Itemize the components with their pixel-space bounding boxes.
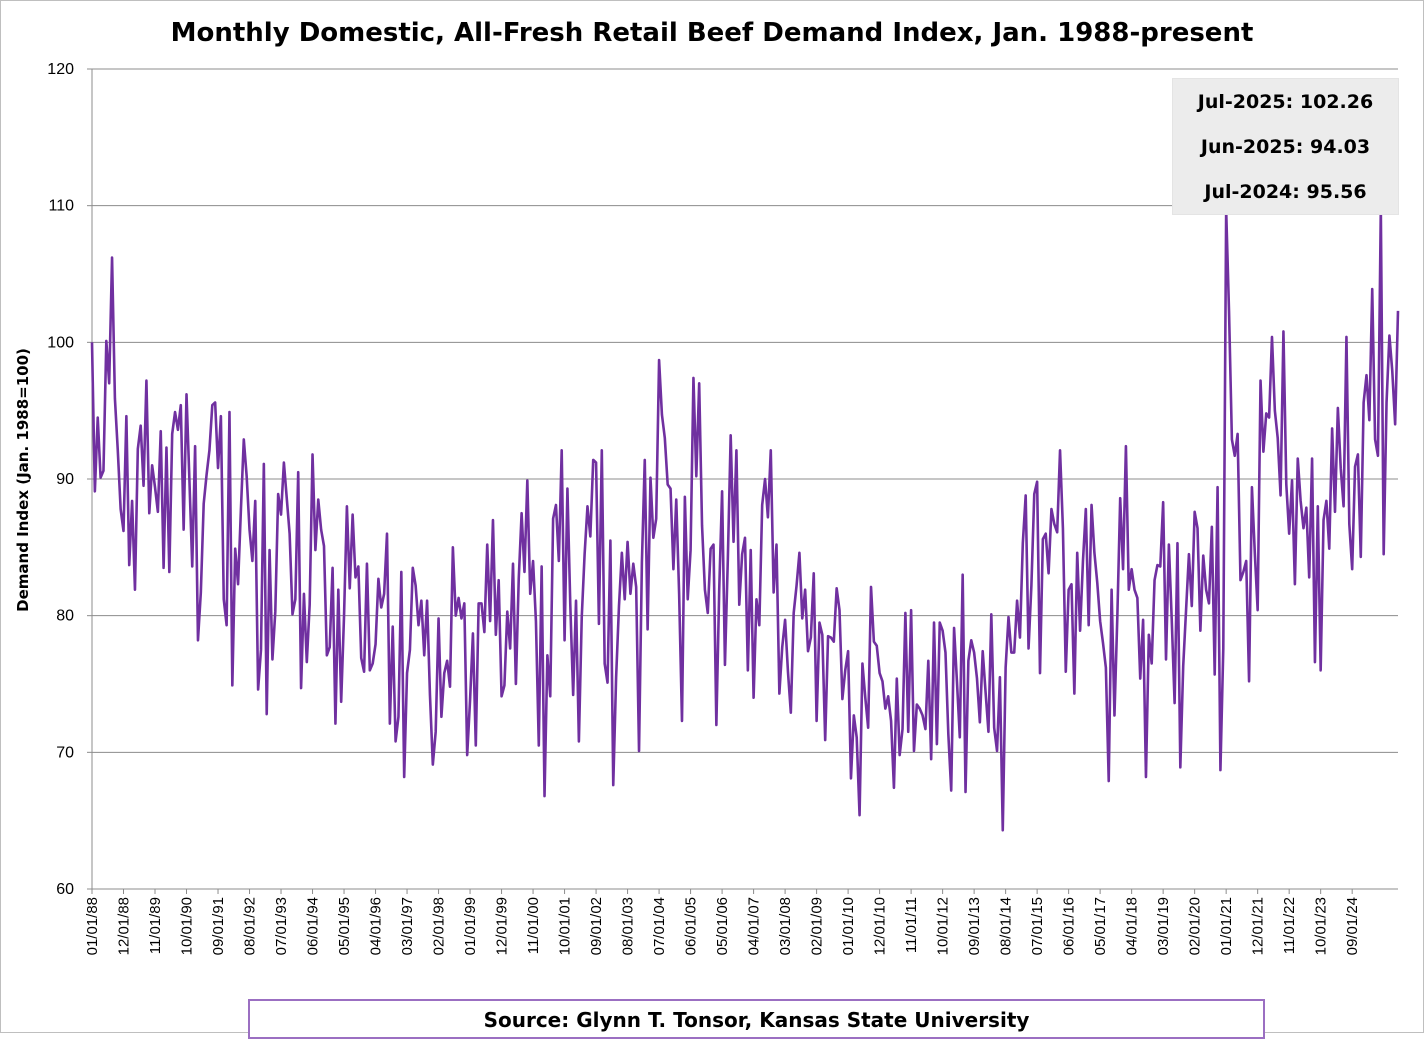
x-tick-label: 12/01/21: [1250, 897, 1267, 955]
x-tick-label: 02/01/09: [809, 897, 826, 955]
latest-values-callout: Jul-2025: 102.26 Jun-2025: 94.03 Jul-202…: [1173, 79, 1398, 214]
x-tick-label: 10/01/01: [557, 897, 574, 955]
x-axis-ticks: 01/01/88 12/01/88 11/01/89 10/01/90 09/01/91…: [84, 889, 1361, 955]
x-tick-label: 04/01/18: [1124, 897, 1141, 955]
x-tick-label: 12/01/10: [872, 897, 889, 955]
x-tick-label: 10/01/12: [935, 897, 952, 955]
x-tick-label: 07/01/15: [1029, 897, 1046, 955]
callout-row: Jul-2024: 95.56: [1173, 177, 1398, 207]
source-caption: Source: Glynn T. Tonsor, Kansas State Un…: [248, 999, 1265, 1039]
y-axis-ticks: 60 70 80 90 100 110 120: [47, 61, 92, 898]
x-tick-label: 06/01/05: [683, 897, 700, 955]
x-tick-label: 05/01/06: [714, 897, 731, 955]
y-tick-label: 120: [47, 61, 74, 78]
x-tick-label: 01/01/88: [84, 897, 101, 955]
y-tick-label: 70: [56, 744, 74, 761]
x-tick-label: 11/01/11: [903, 897, 920, 953]
x-tick-label: 09/01/91: [210, 897, 227, 955]
x-tick-label: 12/01/88: [116, 897, 133, 955]
x-tick-label: 10/01/23: [1313, 897, 1330, 955]
callout-value: 94.03: [1310, 136, 1371, 158]
series-line: [90, 207, 1400, 832]
y-tick-label: 90: [56, 471, 74, 488]
axes: [91, 69, 1398, 890]
x-tick-label: 03/01/19: [1155, 897, 1172, 955]
x-tick-label: 01/01/21: [1218, 897, 1235, 955]
x-tick-label: 02/01/98: [431, 897, 448, 955]
demand-index-line: [90, 207, 1400, 832]
callout-label: Jun-2025:: [1200, 136, 1304, 158]
y-tick-label: 100: [47, 334, 74, 351]
y-tick-label: 60: [56, 881, 74, 898]
callout-row: Jun-2025: 94.03: [1173, 132, 1398, 162]
x-tick-label: 03/01/08: [777, 897, 794, 955]
x-tick-label: 10/01/90: [179, 897, 196, 955]
callout-label: Jul-2024:: [1204, 181, 1300, 203]
callout-row: Jul-2025: 102.26: [1173, 87, 1398, 117]
x-tick-label: 04/01/07: [746, 897, 763, 955]
chart-title: Monthly Domestic, All-Fresh Retail Beef …: [170, 18, 1254, 48]
x-tick-label: 06/01/16: [1061, 897, 1078, 955]
x-tick-label: 03/01/97: [399, 897, 416, 955]
x-tick-label: 11/01/00: [525, 897, 542, 954]
y-tick-label: 80: [56, 608, 74, 625]
x-tick-label: 11/01/89: [147, 897, 164, 954]
x-tick-label: 05/01/17: [1092, 897, 1109, 955]
x-tick-label: 08/01/14: [998, 897, 1015, 955]
x-tick-label: 07/01/04: [651, 897, 668, 955]
x-tick-label: 08/01/03: [620, 897, 637, 955]
callout-label: Jul-2025:: [1197, 91, 1294, 113]
x-tick-label: 06/01/94: [305, 897, 322, 955]
x-tick-label: 08/01/92: [242, 897, 259, 955]
x-tick-label: 11/01/22: [1281, 897, 1298, 954]
x-tick-label: 09/01/13: [966, 897, 983, 955]
x-tick-label: 07/01/93: [273, 897, 290, 955]
callout-value: 102.26: [1299, 91, 1374, 113]
y-axis-label: Demand Index (Jan. 1988=100): [14, 348, 32, 612]
y-tick-label: 110: [48, 198, 74, 215]
x-tick-label: 02/01/20: [1187, 897, 1204, 955]
x-tick-label: 05/01/95: [336, 897, 353, 955]
x-tick-label: 04/01/96: [368, 897, 385, 955]
x-tick-label: 09/01/02: [588, 897, 605, 955]
x-tick-label: 09/01/24: [1344, 897, 1361, 955]
x-tick-label: 01/01/99: [462, 897, 479, 955]
callout-value: 95.56: [1306, 181, 1367, 203]
x-tick-label: 01/01/10: [840, 897, 857, 955]
x-tick-label: 12/01/99: [494, 897, 511, 955]
